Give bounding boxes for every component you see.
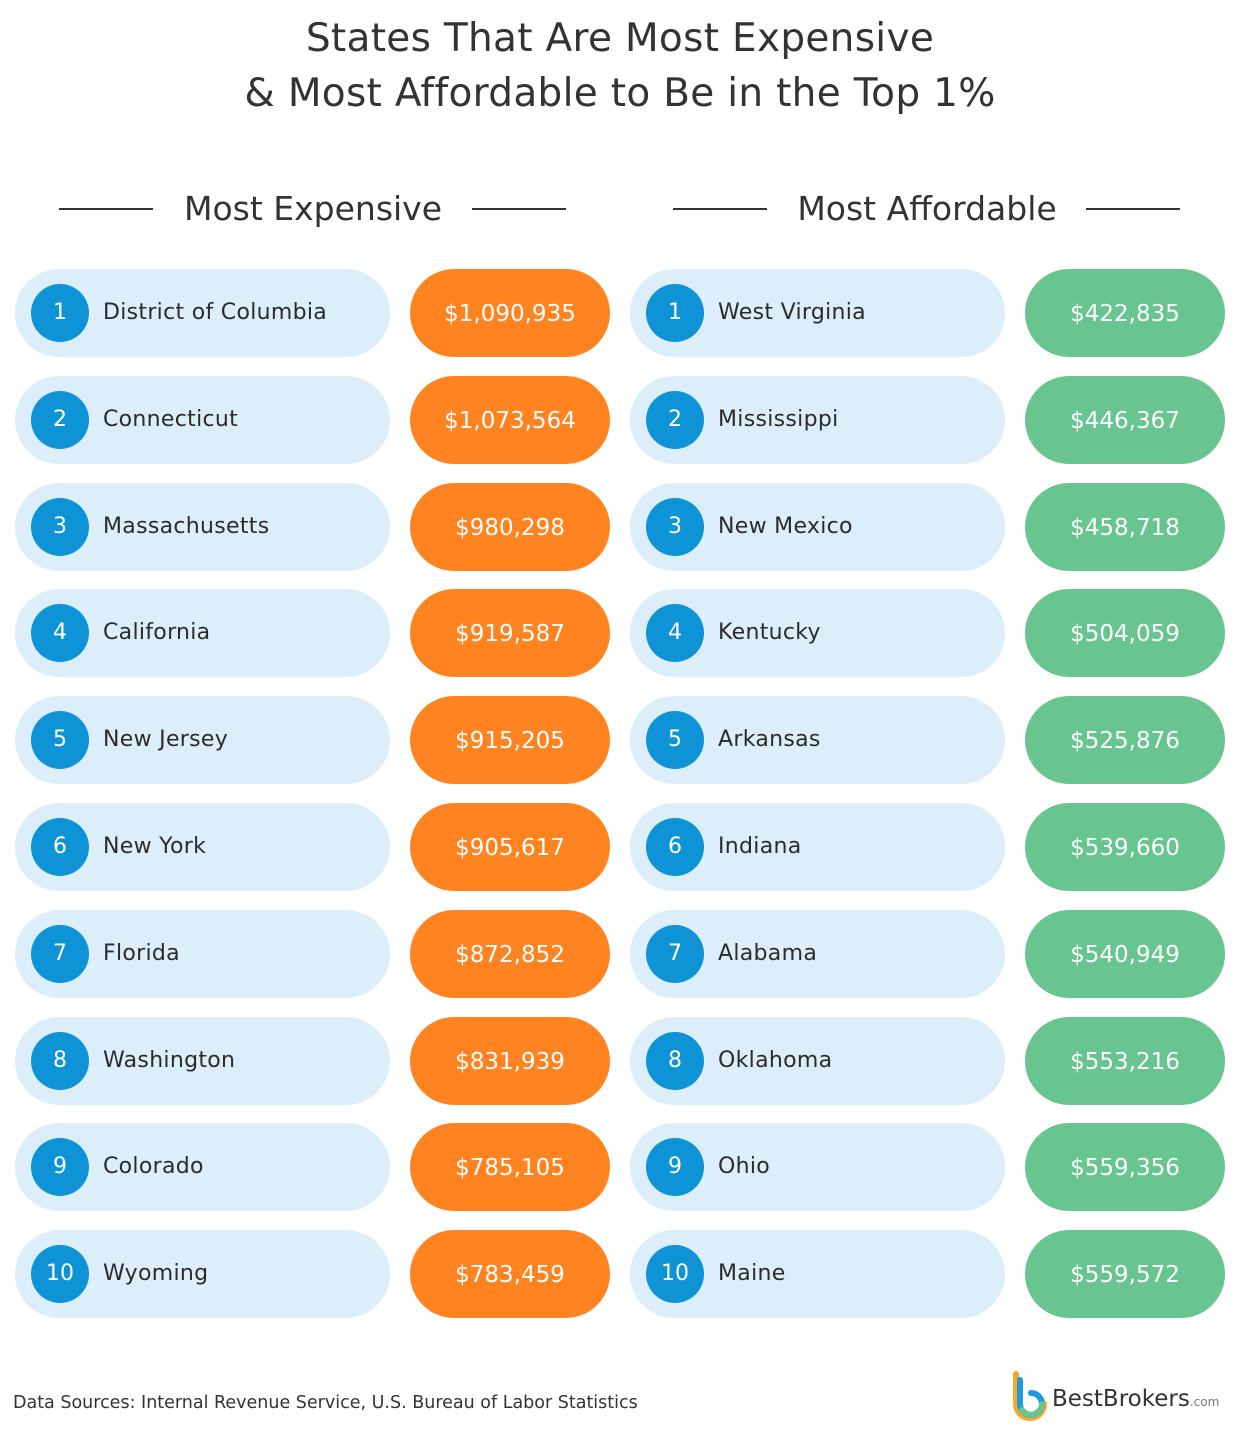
state-pill: 2 Mississippi [630, 375, 1005, 464]
income-threshold-value: $831,939 [410, 1016, 610, 1105]
state-pill: 4 California [15, 589, 390, 678]
state-name: Indiana [718, 834, 802, 859]
divider [1086, 208, 1180, 210]
rank-badge: 4 [31, 604, 89, 663]
state-pill: 5 Arkansas [630, 696, 1005, 785]
rank-badge: 8 [31, 1031, 89, 1090]
state-pill: 2 Connecticut [15, 375, 390, 464]
state-pill: 9 Ohio [630, 1123, 1005, 1212]
rank-badge: 1 [31, 284, 89, 342]
state-name: Colorado [103, 1154, 204, 1180]
income-threshold-value: $783,459 [410, 1230, 610, 1319]
state-pill: 9 Colorado [15, 1123, 390, 1212]
state-pill: 3 New Mexico [630, 482, 1005, 571]
rank-badge: 8 [646, 1031, 704, 1090]
state-pill: 8 Washington [15, 1016, 390, 1105]
section-title: Most Affordable [797, 189, 1057, 228]
state-name: Alabama [718, 940, 818, 966]
state-name: Washington [103, 1047, 236, 1073]
income-threshold-value: $905,617 [410, 803, 610, 891]
income-threshold-value: $980,298 [410, 482, 610, 571]
rank-badge: 9 [31, 1138, 89, 1197]
rank-badge: 6 [31, 818, 89, 876]
income-threshold-value: $525,876 [1025, 696, 1225, 785]
state-name: Kentucky [718, 620, 821, 646]
bestbrokers-logo: BestBrokers.com [1010, 1370, 1230, 1422]
page-title: States That Are Most Expensive & Most Af… [0, 11, 1240, 121]
rank-badge: 3 [646, 497, 704, 556]
state-name: Oklahoma [718, 1047, 833, 1073]
income-threshold-value: $559,356 [1025, 1123, 1225, 1212]
income-threshold-value: $539,660 [1025, 803, 1225, 891]
rank-badge: 10 [646, 1245, 704, 1304]
income-threshold-value: $1,073,564 [410, 375, 610, 464]
income-threshold-value: $872,852 [410, 909, 610, 998]
state-name: New Mexico [718, 513, 853, 539]
rank-badge: 10 [31, 1245, 89, 1304]
rank-badge: 6 [646, 818, 704, 876]
state-pill: 4 Kentucky [630, 589, 1005, 678]
state-name: Florida [103, 940, 180, 966]
income-threshold-value: $422,835 [1025, 269, 1225, 357]
income-threshold-value: $553,216 [1025, 1016, 1225, 1105]
rank-badge: 7 [646, 924, 704, 983]
state-name: New Jersey [103, 727, 229, 753]
income-threshold-value: $919,587 [410, 589, 610, 678]
state-pill: 1 District of Columbia [15, 269, 390, 357]
state-name: Maine [718, 1261, 786, 1287]
state-pill: 10 Maine [630, 1230, 1005, 1319]
income-threshold-value: $559,572 [1025, 1230, 1225, 1319]
state-name: District of Columbia [103, 300, 328, 325]
income-threshold-value: $504,059 [1025, 589, 1225, 678]
state-pill: 8 Oklahoma [630, 1016, 1005, 1105]
state-pill: 1 West Virginia [630, 269, 1005, 357]
income-threshold-value: $1,090,935 [410, 269, 610, 357]
state-pill: 7 Alabama [630, 909, 1005, 998]
rank-badge: 4 [646, 604, 704, 663]
state-name: Wyoming [103, 1261, 209, 1287]
section-title: Most Expensive [183, 189, 443, 228]
income-threshold-value: $446,367 [1025, 375, 1225, 464]
state-pill: 6 Indiana [630, 803, 1005, 891]
state-name: California [103, 620, 211, 646]
logo-suffix: .com [1189, 1395, 1220, 1409]
rank-badge: 5 [646, 711, 704, 770]
state-pill: 3 Massachusetts [15, 482, 390, 571]
income-threshold-value: $458,718 [1025, 482, 1225, 571]
state-name: New York [103, 834, 207, 859]
rank-badge: 1 [646, 284, 704, 342]
title-line-2: & Most Affordable to Be in the Top 1% [244, 71, 996, 116]
state-name: Connecticut [103, 406, 239, 432]
rank-badge: 2 [31, 390, 89, 449]
rank-badge: 5 [31, 711, 89, 770]
section-header-expensive: Most Expensive [0, 185, 620, 235]
state-pill: 5 New Jersey [15, 696, 390, 785]
rank-badge: 3 [31, 497, 89, 556]
logo-icon [1013, 1371, 1047, 1421]
rank-badge: 2 [646, 390, 704, 449]
logo-name: BestBrokers [1052, 1386, 1190, 1412]
divider [59, 208, 153, 210]
state-name: Mississippi [718, 406, 839, 432]
rank-badge: 9 [646, 1138, 704, 1197]
state-pill: 6 New York [15, 803, 390, 891]
divider [472, 208, 566, 210]
income-threshold-value: $540,949 [1025, 909, 1225, 998]
state-name: West Virginia [718, 300, 866, 325]
state-name: Massachusetts [103, 513, 270, 539]
state-pill: 7 Florida [15, 909, 390, 998]
state-name: Arkansas [718, 727, 821, 753]
rank-badge: 7 [31, 924, 89, 983]
title-line-1: States That Are Most Expensive [305, 16, 935, 61]
divider [673, 208, 767, 210]
income-threshold-value: $785,105 [410, 1123, 610, 1212]
section-header-affordable: Most Affordable [614, 185, 1234, 235]
state-pill: 10 Wyoming [15, 1230, 390, 1319]
income-threshold-value: $915,205 [410, 696, 610, 785]
state-name: Ohio [718, 1154, 771, 1180]
data-sources: Data Sources: Internal Revenue Service, … [13, 1393, 638, 1413]
